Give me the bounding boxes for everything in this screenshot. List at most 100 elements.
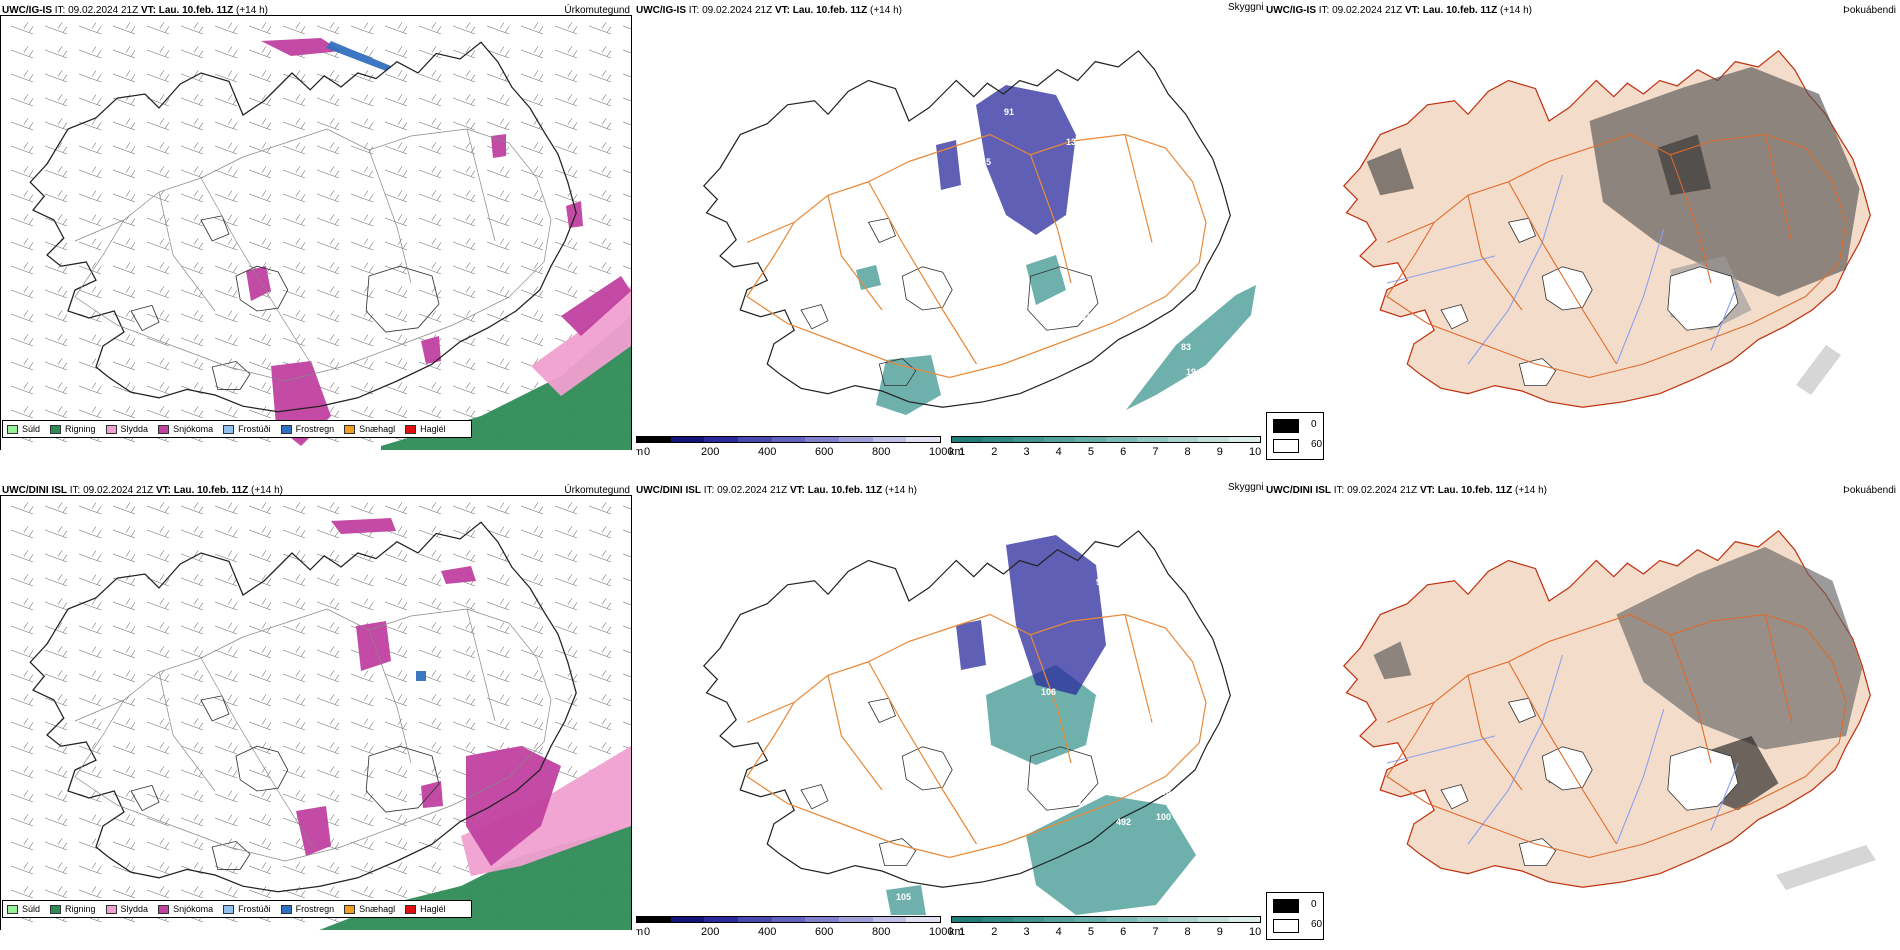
- legend-swatch: [344, 424, 356, 434]
- precip-area: [491, 134, 506, 158]
- legend-item: Súld: [7, 424, 40, 434]
- precip-panel-1-header: UWC/IG-IS IT: 09.02.2024 21Z VT: Lau. 10…: [2, 5, 268, 16]
- precip-area: [296, 806, 331, 856]
- cloud-base-tick: 800: [872, 446, 891, 458]
- glacier-outline: [1507, 697, 1537, 724]
- fog-panel-1-it-value: 09.02.2024 21Z: [1332, 5, 1403, 16]
- fog-indicator-area: [1616, 547, 1863, 750]
- legend-item: Snæhagl: [344, 904, 395, 914]
- visibility-tick: 5: [1087, 446, 1094, 458]
- cloud-base-label: 92: [1106, 402, 1116, 412]
- visibility-tick: 10: [1249, 926, 1262, 938]
- precip-area: [246, 266, 271, 301]
- legend-swatch: [7, 424, 18, 434]
- cloud-panel-1: 91 20 132 102 20 572 322 83 19 92 15 13 5 5 UWC/IG-IS …: [636, 0, 1266, 470]
- visibility-area: [1126, 285, 1256, 410]
- cloud-base-tick: 1000: [929, 446, 954, 458]
- cloud-base-label: 105: [896, 892, 911, 902]
- visibility-tick: 9: [1216, 446, 1223, 458]
- precip-panel-2: UWC/DINI ISL IT: 09.02.2024 21Z VT: Lau.…: [0, 480, 636, 930]
- legend-item: Frostúði: [223, 424, 271, 434]
- precip-area: [421, 336, 441, 364]
- cloud-base-label: 19: [1186, 367, 1196, 377]
- cloud-panel-2-model: UWC/DINI ISL: [636, 485, 701, 496]
- precip-panel-2-it-value: 09.02.2024 21Z: [83, 485, 154, 496]
- fog-indicator-area: [1373, 641, 1412, 680]
- cloud-visibility-map: 91 20 132 102 20 572 322 83 19 92 15 13 5 5: [702, 49, 1256, 415]
- fog-legend-label: 0: [1311, 899, 1317, 910]
- fog-indicator-map: [1342, 529, 1876, 890]
- legend-item: Súld: [7, 904, 40, 914]
- fog-panel-1-model: UWC/IG-IS: [1266, 5, 1316, 16]
- map-frame: [0, 495, 632, 930]
- cloud-base-label: 5: [996, 77, 1001, 87]
- cloud-base-label: 357: [1006, 657, 1021, 667]
- precip-panel-1-vt-value: Lau. 10.feb. 11Z: [158, 5, 234, 16]
- legend-swatch: [105, 424, 117, 434]
- cloud-base-label: 13: [1066, 137, 1076, 147]
- precip-panel-1-title: Úrkomutegund: [564, 5, 630, 16]
- legend-label: Rigning: [65, 904, 96, 914]
- visibility-tick: 6: [1120, 446, 1127, 458]
- glacier-outline: [1440, 784, 1469, 810]
- fog-panel-2-it-value: 09.02.2024 21Z: [1347, 485, 1418, 496]
- cloud-panel-2-vt-label: VT:: [789, 485, 805, 496]
- visibility-unit: km: [949, 926, 964, 938]
- legend-item: Frostregn: [280, 904, 334, 914]
- cloud-base-label: 443: [1116, 727, 1131, 737]
- precip-area: [566, 201, 583, 228]
- legend-item: Rigning: [50, 424, 96, 434]
- fog-indicator-area: [1366, 148, 1414, 196]
- color-scales: m 0 200 400 600 800 1000 km 1 2 3 4 5 6 7 8 9 10: [636, 436, 1266, 460]
- legend-label: Súld: [22, 904, 41, 914]
- glacier-outline: [1518, 358, 1557, 387]
- legend-label: Frostúði: [238, 904, 271, 914]
- glacier-outline: [1541, 266, 1593, 311]
- wind-barbs: [10, 502, 631, 923]
- precip-type-map: [10, 22, 631, 450]
- road-network: [746, 613, 1207, 859]
- precip-panel-2-it-label: IT:: [69, 485, 81, 496]
- cloud-base-label: 151: [1106, 697, 1121, 707]
- glacier-outline: [1027, 746, 1099, 811]
- visibility-colorbar: [951, 916, 1261, 923]
- cloud-base-tick: 1000: [929, 926, 954, 938]
- visibility-tick: 1: [959, 446, 966, 458]
- precip-area: [381, 316, 631, 450]
- cloud-panel-1-title: Skyggni: [1228, 2, 1264, 13]
- cloud-panel-1-vt-value: Lau. 10.feb. 11Z: [792, 5, 868, 16]
- precip-area: [421, 781, 443, 808]
- cloud-panel-1-it-value: 09.02.2024 21Z: [702, 5, 773, 16]
- fog-panel-2-vt-value: Lau. 10.feb. 11Z: [1437, 485, 1513, 496]
- fog-legend-swatch: [1273, 919, 1299, 933]
- glacier-outline: [1541, 746, 1593, 791]
- cloud-base-label: 504: [1146, 712, 1161, 722]
- fog-panel-2-model: UWC/DINI ISL: [1266, 485, 1331, 496]
- cloud-base-tick: 400: [758, 926, 777, 938]
- legend-swatch: [405, 904, 417, 914]
- glacier-outline: [878, 358, 917, 387]
- precip-panel-2-vt-label: VT:: [155, 485, 171, 496]
- visibility-tick: 5: [1087, 926, 1094, 938]
- road-network: [74, 608, 552, 862]
- glacier-outline: [901, 746, 953, 791]
- legend-swatch: [7, 904, 18, 914]
- map-frame: [0, 15, 632, 450]
- precip-panel-1: UWC/IG-IS IT: 09.02.2024 21Z VT: Lau. 10…: [0, 0, 636, 450]
- cloud-panel-1-header: UWC/IG-IS IT: 09.02.2024 21Z VT: Lau. 10…: [636, 5, 902, 16]
- cloud-base-label: 106: [1041, 687, 1056, 697]
- legend-label: Rigning: [65, 424, 96, 434]
- precip-area: [331, 518, 396, 534]
- visibility-tick: 4: [1055, 926, 1062, 938]
- visibility-tick: 7: [1152, 446, 1159, 458]
- cloud-base-tick: 200: [701, 446, 720, 458]
- cloud-base-colorbar: [636, 436, 941, 443]
- fog-indicator-area: [1657, 134, 1711, 196]
- fog-indicator-map: [1342, 49, 1871, 408]
- cloud-panel-1-model: UWC/IG-IS: [636, 5, 686, 16]
- visibility-area: [856, 265, 881, 290]
- cloud-base-tick: 600: [815, 446, 834, 458]
- cloud-base-label: 83: [1181, 342, 1191, 352]
- fog-panel-1: UWC/IG-IS IT: 09.02.2024 21Z VT: Lau. 10…: [1266, 0, 1900, 470]
- fog-legend-swatch: [1273, 439, 1299, 453]
